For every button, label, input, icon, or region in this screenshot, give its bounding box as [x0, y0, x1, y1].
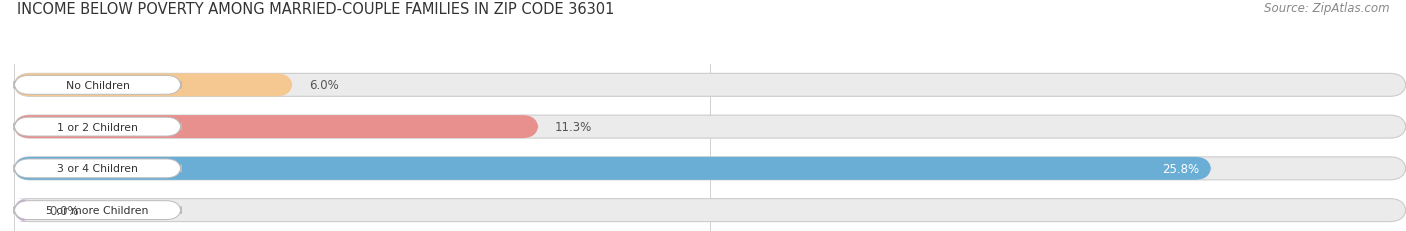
FancyBboxPatch shape — [14, 74, 292, 97]
Text: 0.0%: 0.0% — [49, 204, 79, 217]
FancyBboxPatch shape — [14, 199, 32, 222]
FancyBboxPatch shape — [14, 201, 181, 220]
Text: 6.0%: 6.0% — [309, 79, 339, 92]
FancyBboxPatch shape — [14, 116, 1406, 138]
FancyBboxPatch shape — [14, 116, 538, 138]
Text: Source: ZipAtlas.com: Source: ZipAtlas.com — [1264, 2, 1389, 15]
FancyBboxPatch shape — [14, 159, 181, 178]
FancyBboxPatch shape — [14, 76, 181, 95]
Text: INCOME BELOW POVERTY AMONG MARRIED-COUPLE FAMILIES IN ZIP CODE 36301: INCOME BELOW POVERTY AMONG MARRIED-COUPL… — [17, 2, 614, 17]
FancyBboxPatch shape — [14, 199, 1406, 222]
Text: 5 or more Children: 5 or more Children — [46, 205, 149, 215]
Text: No Children: No Children — [66, 80, 129, 91]
Text: 25.8%: 25.8% — [1163, 162, 1199, 175]
Text: 11.3%: 11.3% — [554, 121, 592, 134]
Text: 1 or 2 Children: 1 or 2 Children — [58, 122, 138, 132]
Text: 3 or 4 Children: 3 or 4 Children — [58, 164, 138, 174]
FancyBboxPatch shape — [14, 157, 1211, 180]
FancyBboxPatch shape — [14, 74, 1406, 97]
FancyBboxPatch shape — [14, 118, 181, 137]
FancyBboxPatch shape — [14, 157, 1406, 180]
